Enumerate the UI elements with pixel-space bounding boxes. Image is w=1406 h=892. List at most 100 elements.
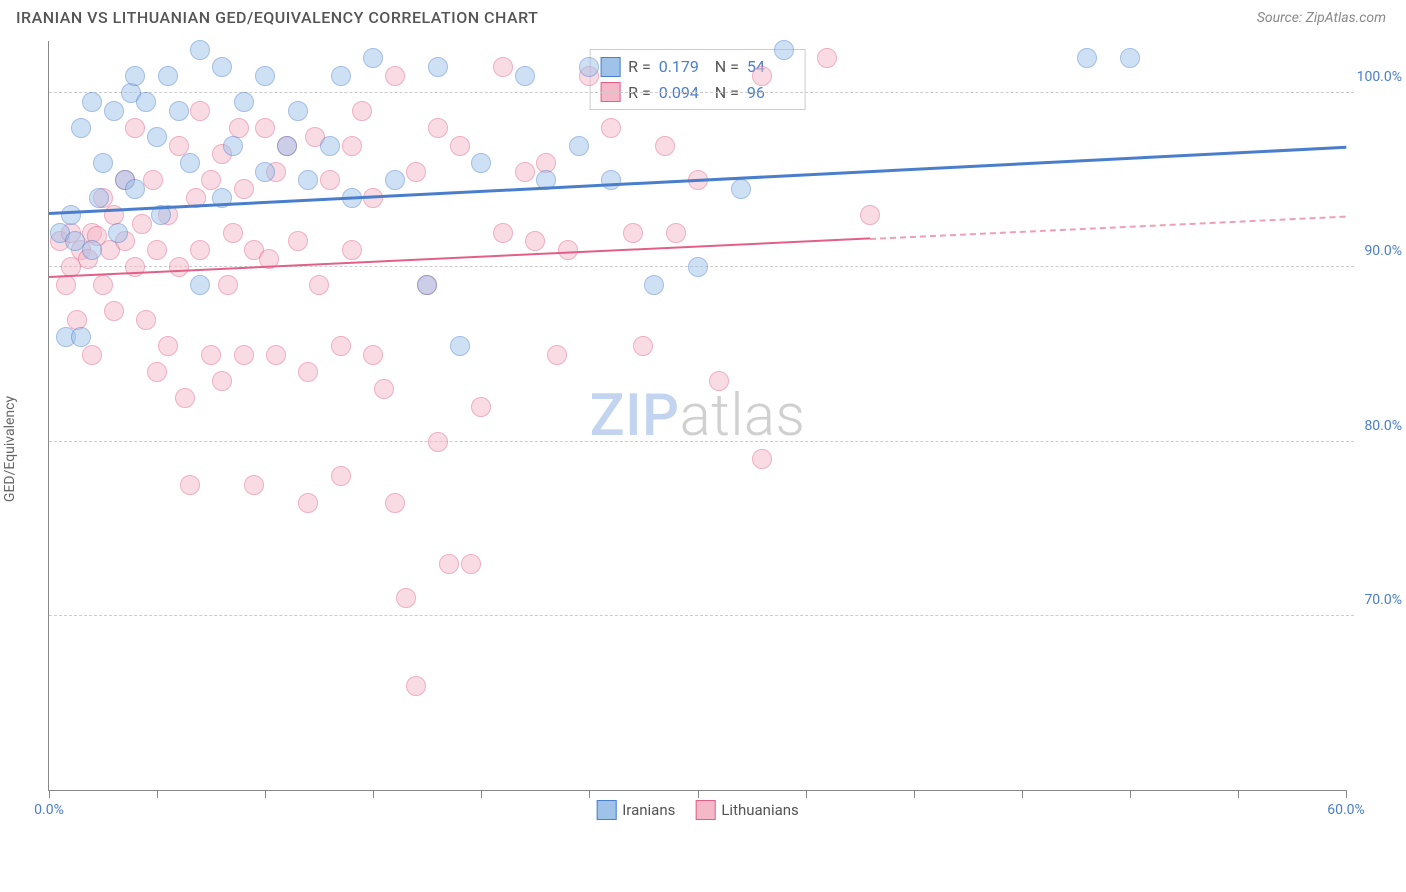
data-point [579, 57, 599, 77]
data-point [125, 66, 145, 86]
data-point [143, 170, 163, 190]
data-point [298, 493, 318, 513]
data-point [320, 170, 340, 190]
x-tick [1022, 790, 1023, 798]
data-point [385, 66, 405, 86]
legend-swatch-iranians [596, 800, 616, 820]
data-point [190, 240, 210, 260]
bottom-legend: Iranians Lithuanians [596, 800, 799, 820]
data-point [104, 101, 124, 121]
watermark-zip: ZIP [590, 382, 680, 450]
data-point [147, 127, 167, 147]
data-point [223, 136, 243, 156]
data-point [244, 475, 264, 495]
x-tick-label: 60.0% [1327, 802, 1365, 818]
data-point [817, 48, 837, 68]
y-tick-label: 100.0% [1357, 69, 1402, 85]
data-point [298, 362, 318, 382]
data-point [731, 179, 751, 199]
data-point [450, 136, 470, 156]
data-point [569, 136, 589, 156]
data-point [147, 240, 167, 260]
x-tick-label: 0.0% [34, 802, 64, 818]
gridline [49, 615, 1354, 616]
data-point [374, 379, 394, 399]
data-point [158, 336, 178, 356]
data-point [461, 554, 481, 574]
data-point [93, 153, 113, 173]
data-point [132, 214, 152, 234]
data-point [320, 136, 340, 156]
x-tick [1238, 790, 1239, 798]
watermark: ZIPatlas [590, 382, 806, 450]
data-point [82, 240, 102, 260]
data-point [218, 275, 238, 295]
n-label: N = [715, 54, 739, 80]
data-point [277, 136, 297, 156]
data-point [547, 345, 567, 365]
data-point [1120, 48, 1140, 68]
x-tick [157, 790, 158, 798]
data-point [342, 136, 362, 156]
data-point [234, 179, 254, 199]
data-point [108, 223, 128, 243]
data-point [558, 240, 578, 260]
data-point [644, 275, 664, 295]
data-point [56, 275, 76, 295]
data-point [601, 170, 621, 190]
r-value-iranians: 0.179 [659, 54, 707, 80]
data-point [234, 345, 254, 365]
data-point [525, 231, 545, 251]
data-point [655, 136, 675, 156]
r-label: R = [628, 54, 651, 80]
data-point [309, 275, 329, 295]
data-point [493, 223, 513, 243]
data-point [93, 275, 113, 295]
data-point [234, 92, 254, 112]
data-point [493, 57, 513, 77]
y-tick-label: 80.0% [1364, 418, 1402, 434]
data-point [175, 388, 195, 408]
data-point [331, 466, 351, 486]
data-point [450, 336, 470, 356]
data-point [439, 554, 459, 574]
data-point [147, 362, 167, 382]
data-point [331, 336, 351, 356]
data-point [396, 588, 416, 608]
data-point [428, 118, 448, 138]
chart-source: Source: ZipAtlas.com [1257, 10, 1386, 26]
data-point [104, 301, 124, 321]
gridline [49, 441, 1354, 442]
data-point [601, 118, 621, 138]
data-point [428, 57, 448, 77]
data-point [688, 257, 708, 277]
data-point [71, 118, 91, 138]
trend-line [870, 215, 1346, 239]
x-tick [698, 790, 699, 798]
data-point [190, 275, 210, 295]
data-point [82, 92, 102, 112]
data-point [180, 475, 200, 495]
x-tick [373, 790, 374, 798]
x-tick [914, 790, 915, 798]
data-point [406, 676, 426, 696]
x-tick [806, 790, 807, 798]
data-point [342, 240, 362, 260]
data-point [125, 118, 145, 138]
data-point [623, 223, 643, 243]
data-point [288, 101, 308, 121]
data-point [406, 162, 426, 182]
chart-title: IRANIAN VS LITHUANIAN GED/EQUIVALENCY CO… [16, 8, 538, 27]
data-point [136, 92, 156, 112]
data-point [61, 205, 81, 225]
swatch-iranians [600, 57, 620, 77]
data-point [417, 275, 437, 295]
y-tick-label: 70.0% [1364, 592, 1402, 608]
data-point [709, 371, 729, 391]
data-point [266, 345, 286, 365]
data-point [752, 449, 772, 469]
y-axis-label: GED/Equivalency [2, 396, 18, 502]
x-tick [481, 790, 482, 798]
data-point [125, 257, 145, 277]
data-point [633, 336, 653, 356]
